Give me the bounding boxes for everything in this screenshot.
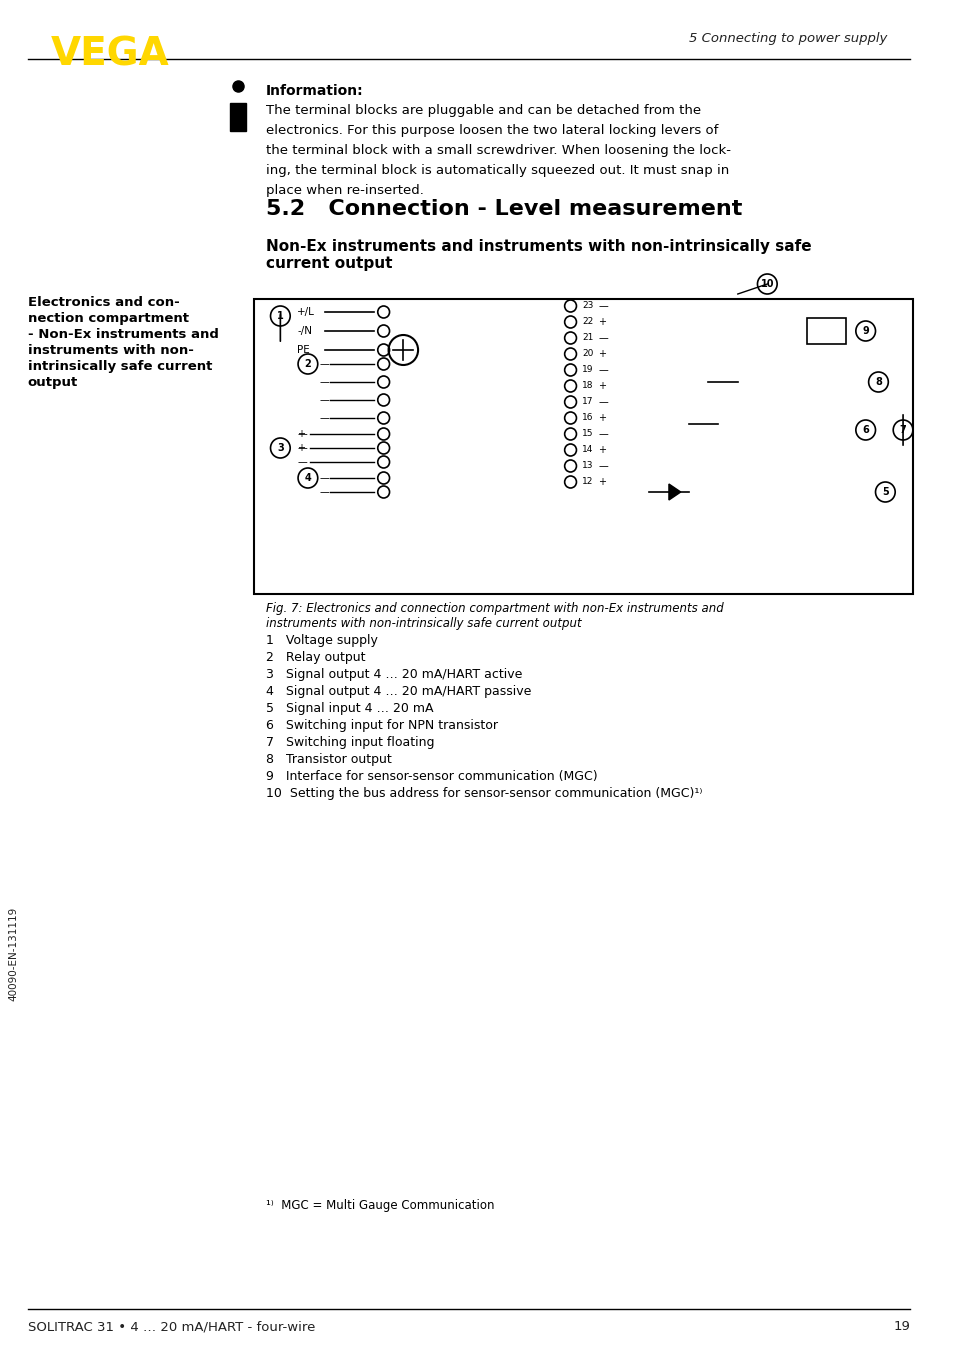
Text: The terminal blocks are pluggable and can be detached from the: The terminal blocks are pluggable and ca…: [265, 104, 700, 116]
Text: 3: 3: [276, 443, 283, 454]
Text: SOLITRAC 31 • 4 … 20 mA/HART - four-wire: SOLITRAC 31 • 4 … 20 mA/HART - four-wire: [28, 1320, 314, 1332]
Text: 5: 5: [882, 487, 888, 497]
FancyBboxPatch shape: [806, 318, 845, 344]
Text: 6   Switching input for NPN transistor: 6 Switching input for NPN transistor: [265, 719, 497, 733]
Text: 1: 1: [276, 311, 283, 321]
Text: the terminal block with a small screwdriver. When loosening the lock-: the terminal block with a small screwdri…: [265, 144, 730, 157]
Text: 13: 13: [581, 462, 594, 470]
Text: output: output: [28, 376, 78, 389]
Text: +: +: [598, 349, 605, 359]
Text: —: —: [598, 301, 607, 311]
Text: +: +: [598, 477, 605, 487]
Text: 10  Setting the bus address for sensor-sensor communication (MGC)¹⁾: 10 Setting the bus address for sensor-se…: [265, 787, 701, 800]
Text: Fig. 7: Electronics and connection compartment with non-Ex instruments and: Fig. 7: Electronics and connection compa…: [265, 603, 722, 615]
Text: 4: 4: [304, 473, 311, 483]
Text: 5   Signal input 4 … 20 mA: 5 Signal input 4 … 20 mA: [265, 701, 433, 715]
Text: 1   Voltage supply: 1 Voltage supply: [265, 634, 377, 647]
Text: Information:: Information:: [265, 84, 363, 97]
Text: 20: 20: [581, 349, 593, 359]
Text: —: —: [296, 458, 307, 467]
Text: ing, the terminal block is automatically squeezed out. It must snap in: ing, the terminal block is automatically…: [265, 164, 728, 177]
Text: - Non-Ex instruments and: - Non-Ex instruments and: [28, 328, 218, 341]
Text: nection compartment: nection compartment: [28, 311, 189, 325]
Text: PE: PE: [296, 345, 310, 355]
Text: 12: 12: [581, 478, 593, 486]
Text: —: —: [319, 395, 329, 405]
Text: 18: 18: [581, 382, 594, 390]
Text: 15: 15: [581, 429, 594, 439]
Text: 3   Signal output 4 … 20 mA/HART active: 3 Signal output 4 … 20 mA/HART active: [265, 668, 521, 681]
Text: +/L: +/L: [296, 307, 314, 317]
Text: 19: 19: [893, 1320, 910, 1332]
Text: 7   Switching input floating: 7 Switching input floating: [265, 737, 434, 749]
Text: 6: 6: [862, 425, 868, 435]
FancyBboxPatch shape: [253, 299, 912, 594]
Text: 7: 7: [899, 425, 905, 435]
Text: —: —: [319, 473, 329, 483]
Text: —: —: [319, 487, 329, 497]
Text: 2   Relay output: 2 Relay output: [265, 651, 365, 663]
Text: +: +: [598, 317, 605, 328]
Text: —: —: [598, 397, 607, 408]
Polygon shape: [668, 483, 680, 500]
Text: —: —: [296, 429, 307, 439]
Text: —: —: [598, 460, 607, 471]
Text: VEGA: VEGA: [51, 37, 170, 74]
Text: 17: 17: [581, 398, 594, 406]
Text: +: +: [598, 380, 605, 391]
Text: 4   Signal output 4 … 20 mA/HART passive: 4 Signal output 4 … 20 mA/HART passive: [265, 685, 531, 699]
Text: 10: 10: [760, 279, 773, 288]
Text: 23: 23: [581, 302, 593, 310]
Text: —: —: [296, 443, 307, 454]
Text: electronics. For this purpose loosen the two lateral locking levers of: electronics. For this purpose loosen the…: [265, 125, 718, 137]
FancyBboxPatch shape: [230, 103, 246, 131]
Text: 19: 19: [581, 366, 594, 375]
Text: +: +: [296, 443, 305, 454]
Text: 9: 9: [862, 326, 868, 336]
Text: 8   Transistor output: 8 Transistor output: [265, 753, 391, 766]
Text: +: +: [598, 445, 605, 455]
Text: +: +: [598, 413, 605, 422]
Text: —: —: [319, 359, 329, 370]
Text: Non-Ex instruments and instruments with non-intrinsically safe: Non-Ex instruments and instruments with …: [265, 240, 810, 255]
Text: 40090-EN-131119: 40090-EN-131119: [9, 907, 19, 1001]
Text: —: —: [319, 376, 329, 387]
Text: 21: 21: [581, 333, 593, 343]
Text: —: —: [598, 333, 607, 343]
Text: 8: 8: [874, 376, 881, 387]
Text: instruments with non-intrinsically safe current output: instruments with non-intrinsically safe …: [265, 617, 580, 630]
Text: 5 Connecting to power supply: 5 Connecting to power supply: [688, 32, 886, 45]
Text: 22: 22: [581, 317, 593, 326]
Text: Electronics and con-: Electronics and con-: [28, 297, 179, 309]
Text: +: +: [296, 429, 305, 439]
Text: 2: 2: [304, 359, 311, 370]
Text: 16: 16: [581, 413, 594, 422]
Text: place when re-inserted.: place when re-inserted.: [265, 184, 423, 196]
Text: —: —: [598, 366, 607, 375]
Text: intrinsically safe current: intrinsically safe current: [28, 360, 212, 372]
Text: ¹⁾  MGC = Multi Gauge Communication: ¹⁾ MGC = Multi Gauge Communication: [265, 1200, 494, 1212]
Text: current output: current output: [265, 256, 392, 271]
Text: instruments with non-: instruments with non-: [28, 344, 193, 357]
Text: —: —: [319, 413, 329, 422]
Text: 5.2   Connection - Level measurement: 5.2 Connection - Level measurement: [265, 199, 741, 219]
Text: -/N: -/N: [296, 326, 312, 336]
Text: 9   Interface for sensor-sensor communication (MGC): 9 Interface for sensor-sensor communicat…: [265, 770, 597, 783]
Text: 14: 14: [581, 445, 593, 455]
Text: —: —: [598, 429, 607, 439]
